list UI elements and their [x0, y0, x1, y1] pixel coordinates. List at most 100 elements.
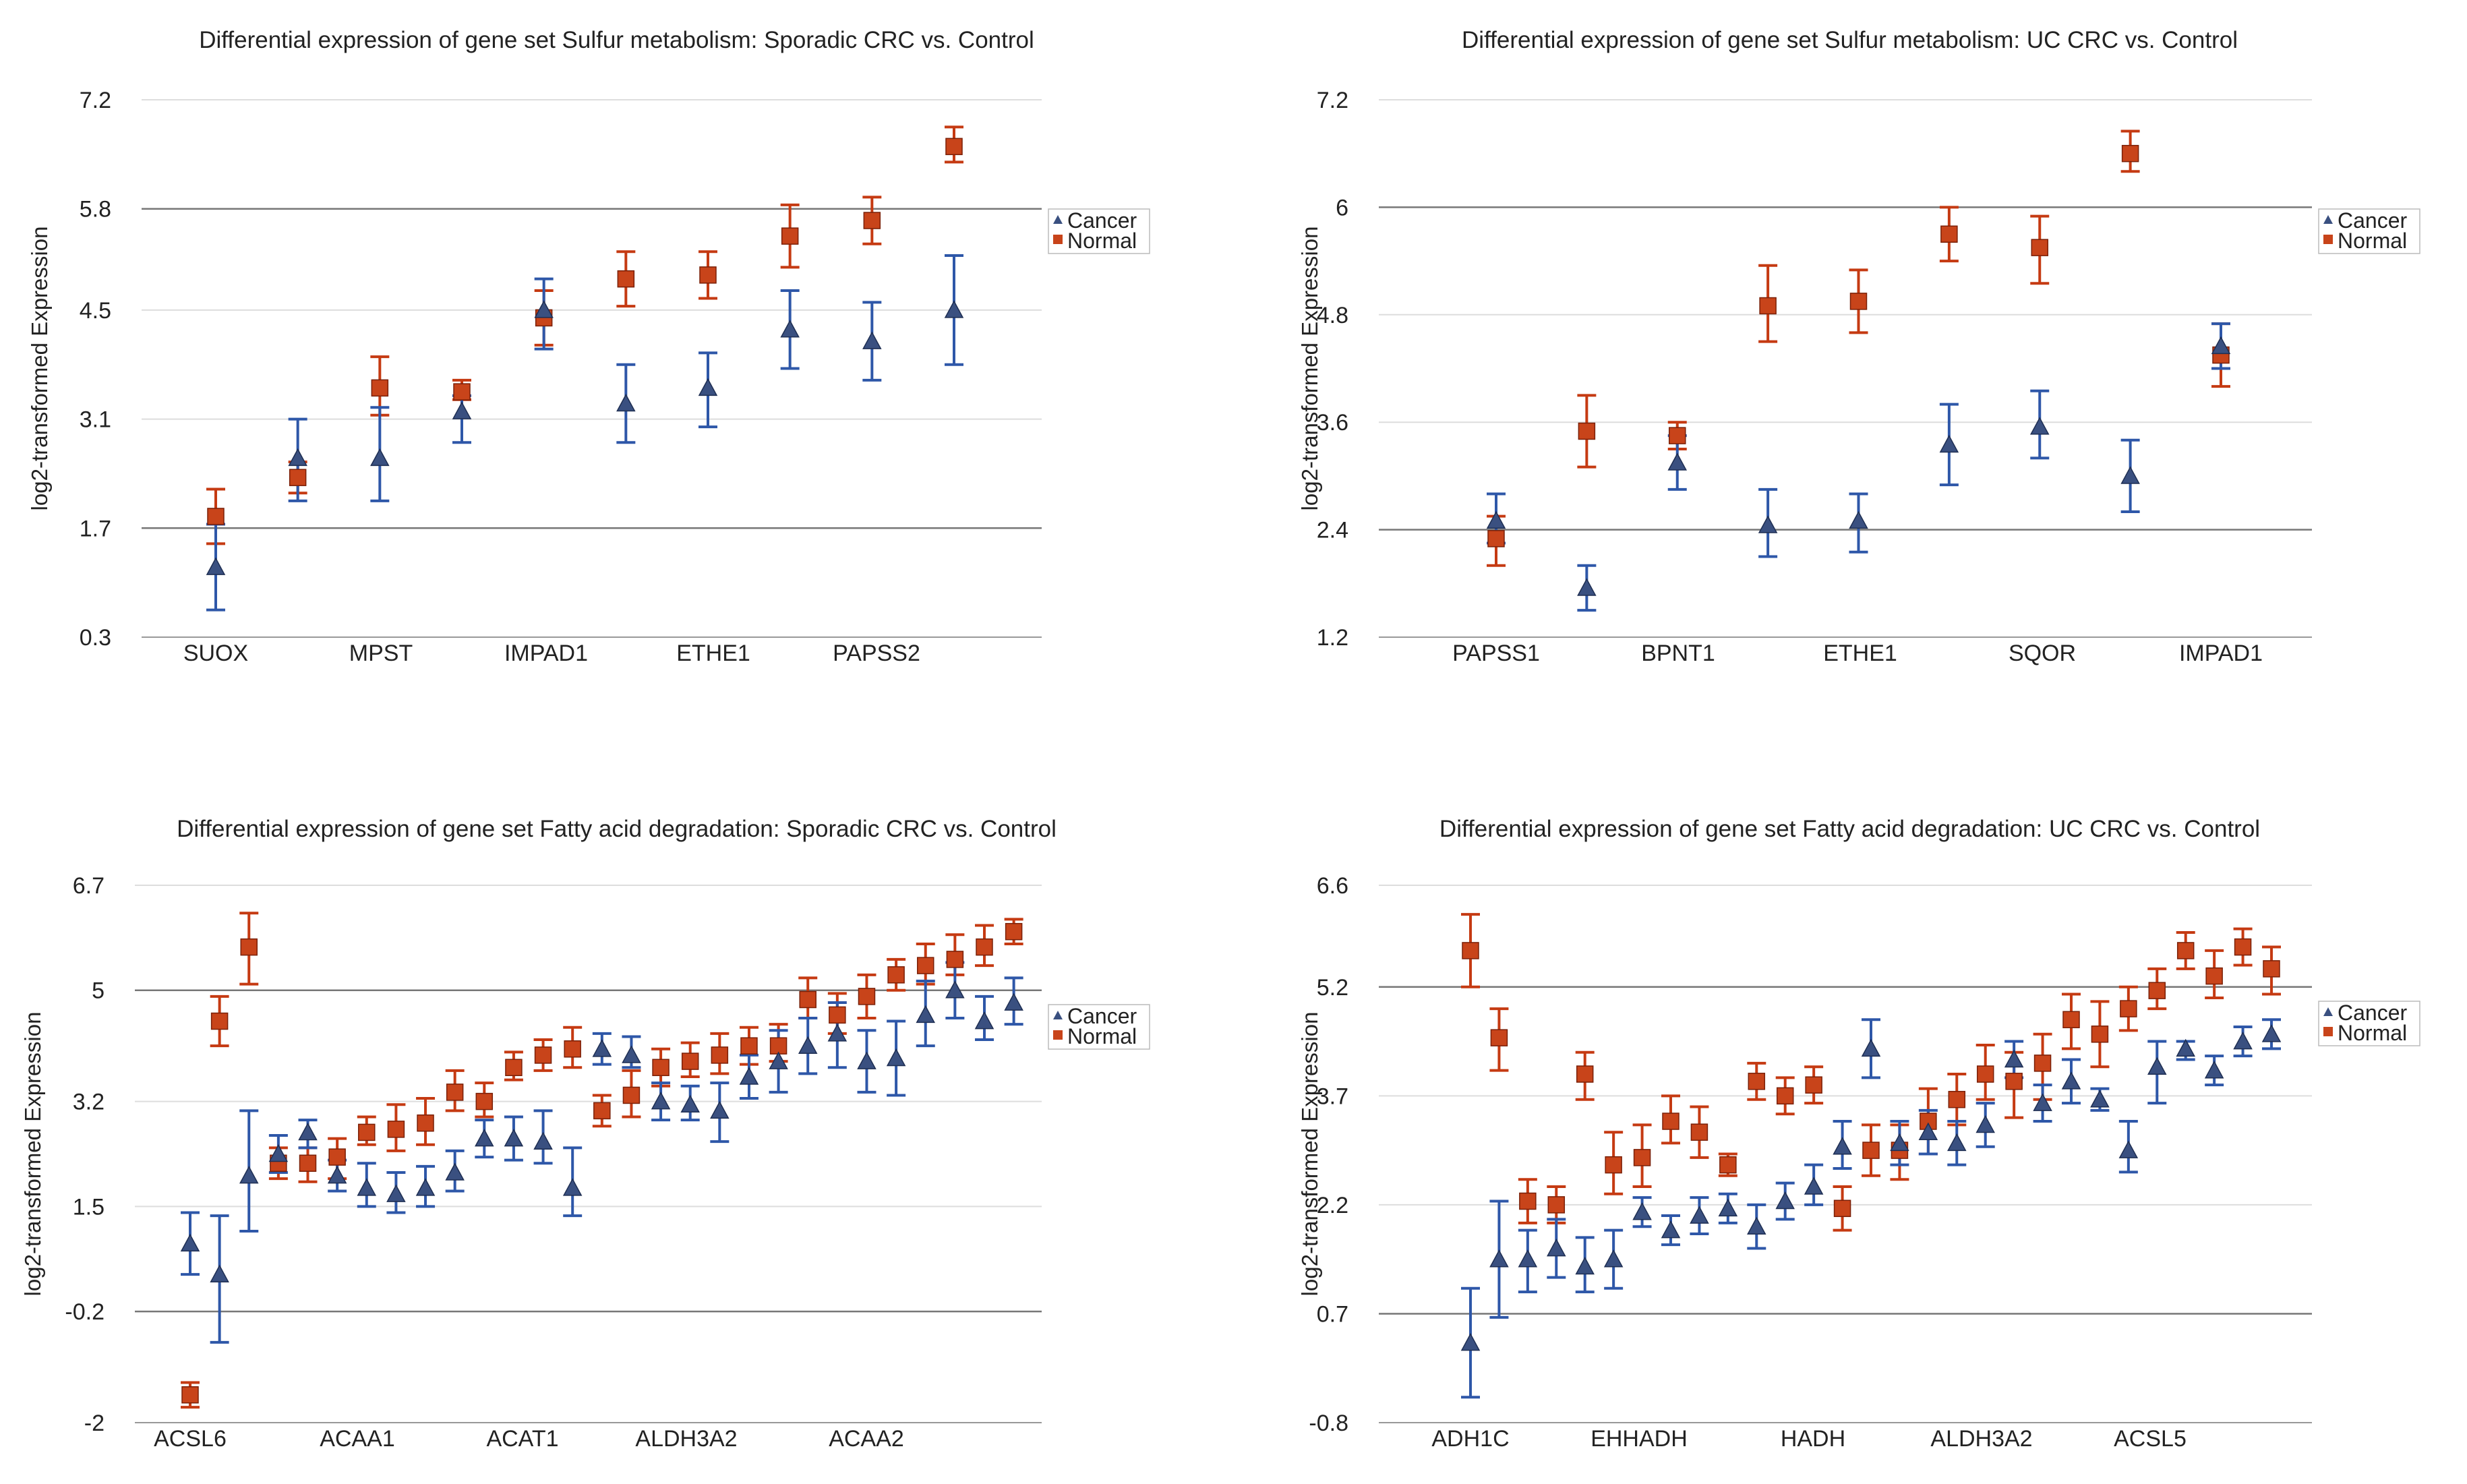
- cancer-point: [1718, 1198, 1738, 1217]
- normal-point: [781, 227, 799, 245]
- x-category-label: ALDH3A2: [1930, 1426, 2032, 1452]
- y-tick-label: 6.7: [73, 873, 105, 899]
- cancer-point: [2261, 1024, 2282, 1042]
- legend-box: [2318, 1001, 2420, 1046]
- cancer-point: [2120, 466, 2140, 484]
- cancer-point: [780, 320, 800, 338]
- normal-point: [799, 990, 816, 1009]
- legend-normal-label: Normal: [2338, 1021, 2407, 1045]
- normal-point: [916, 957, 934, 974]
- y-tick-label: 5.2: [1317, 975, 1348, 1001]
- chart-title: Differential expression of gene set Fatt…: [1439, 816, 2261, 842]
- y-tick-label: -0.2: [65, 1299, 105, 1325]
- legend-normal-marker: [1053, 1030, 1063, 1040]
- legend-normal-label: Normal: [1067, 229, 1137, 253]
- normal-point: [371, 379, 389, 397]
- cancer-point: [370, 448, 390, 467]
- cancer-point: [1975, 1115, 1995, 1133]
- x-category-label: BPNT1: [1641, 641, 1715, 666]
- normal-point: [207, 508, 225, 525]
- cancer-point: [2033, 1093, 2052, 1111]
- x-category-label: PAPSS2: [833, 641, 920, 666]
- y-tick-label: -0.8: [1309, 1411, 1348, 1436]
- cancer-point: [562, 1178, 583, 1196]
- cancer-point: [1518, 1249, 1538, 1268]
- cancer-point: [298, 1122, 318, 1141]
- legend-cancer-label: Cancer: [1067, 208, 1137, 233]
- y-axis-label: log2-transformed Expression: [20, 1012, 45, 1297]
- normal-point: [976, 938, 993, 956]
- normal-point: [652, 1059, 670, 1076]
- y-tick-label: 3.7: [1317, 1084, 1348, 1109]
- y-axis-label: log2-transformed Expression: [1297, 1012, 1322, 1297]
- cancer-point: [2029, 417, 2050, 435]
- normal-point: [1776, 1087, 1794, 1105]
- normal-point: [1862, 1141, 1880, 1159]
- normal-point: [1633, 1149, 1651, 1166]
- normal-point: [1940, 225, 1958, 243]
- y-tick-label: 0.7: [1317, 1301, 1348, 1327]
- chart-title: Differential expression of gene set Fatt…: [177, 816, 1057, 842]
- cancer-point: [1947, 1133, 1967, 1152]
- normal-point: [2031, 239, 2048, 256]
- normal-point: [475, 1092, 494, 1110]
- chart-panel-4: Differential expression of gene set Fatt…: [1233, 742, 2466, 1483]
- cancer-point: [1486, 510, 1506, 529]
- normal-point: [289, 469, 307, 486]
- cancer-point: [2004, 1049, 2024, 1068]
- y-tick-label: 6: [1336, 195, 1348, 220]
- cancer-point: [827, 1023, 848, 1042]
- x-category-label: PAPSS1: [1452, 641, 1540, 666]
- normal-point: [1748, 1073, 1766, 1090]
- cancer-point: [857, 1051, 876, 1069]
- chart-title: Differential expression of gene set Sulf…: [1462, 27, 2238, 53]
- legend-box: [1048, 208, 1150, 254]
- normal-point: [1662, 1112, 1680, 1130]
- y-tick-label: 4.5: [80, 298, 111, 324]
- cancer-point: [2204, 1061, 2224, 1079]
- normal-point: [829, 1006, 846, 1024]
- normal-point: [699, 266, 717, 284]
- normal-point: [564, 1040, 581, 1058]
- normal-point: [887, 966, 905, 984]
- legend-normal-marker: [2323, 1027, 2333, 1036]
- normal-point: [2263, 960, 2280, 978]
- normal-point: [1976, 1065, 1994, 1083]
- chart-svg: 1.2 2.4 3.6 4.8 6 7.2 log2-transformed Express…: [1297, 88, 2420, 666]
- normal-point: [1759, 297, 1777, 315]
- cancer-point: [1690, 1206, 1709, 1224]
- cancer-point: [1489, 1249, 1509, 1268]
- cancer-point: [1775, 1191, 1795, 1210]
- cancer-point: [622, 1045, 641, 1063]
- cancer-point: [1890, 1133, 1909, 1152]
- y-tick-label: 6.6: [1317, 873, 1348, 899]
- cancer-point: [1667, 452, 1688, 471]
- normal-point: [2120, 1000, 2137, 1017]
- normal-point: [505, 1059, 523, 1076]
- normal-point: [240, 938, 258, 956]
- cancer-point: [710, 1100, 730, 1119]
- chart-panel-3: Differential expression of gene set Fatt…: [0, 742, 1233, 1483]
- cancer-point: [2233, 1031, 2253, 1050]
- normal-point: [534, 1046, 552, 1064]
- cancer-point: [1577, 578, 1597, 596]
- legend-box: [2318, 208, 2420, 254]
- cancer-point: [616, 393, 636, 412]
- normal-point: [417, 1114, 434, 1132]
- normal-point: [593, 1102, 611, 1120]
- cancer-point: [2176, 1038, 2195, 1057]
- y-tick-label: 1.5: [73, 1194, 105, 1220]
- chart-svg: -2 -0.2 1.5 3.2 5 6.7 log2-transformed Express…: [20, 873, 1150, 1452]
- cancer-point: [415, 1178, 436, 1196]
- normal-point: [2121, 144, 2139, 162]
- y-tick-label: 3.6: [1317, 410, 1348, 436]
- cancer-point: [1661, 1220, 1681, 1239]
- x-category-label: MPST: [349, 641, 413, 666]
- normal-point: [1547, 1196, 1566, 1214]
- cancer-point: [1918, 1122, 1938, 1140]
- normal-point: [740, 1037, 758, 1055]
- cancer-point: [680, 1094, 700, 1113]
- y-axis-label: log2-transformed Expression: [27, 227, 52, 511]
- y-tick-label: 7.2: [1317, 88, 1348, 113]
